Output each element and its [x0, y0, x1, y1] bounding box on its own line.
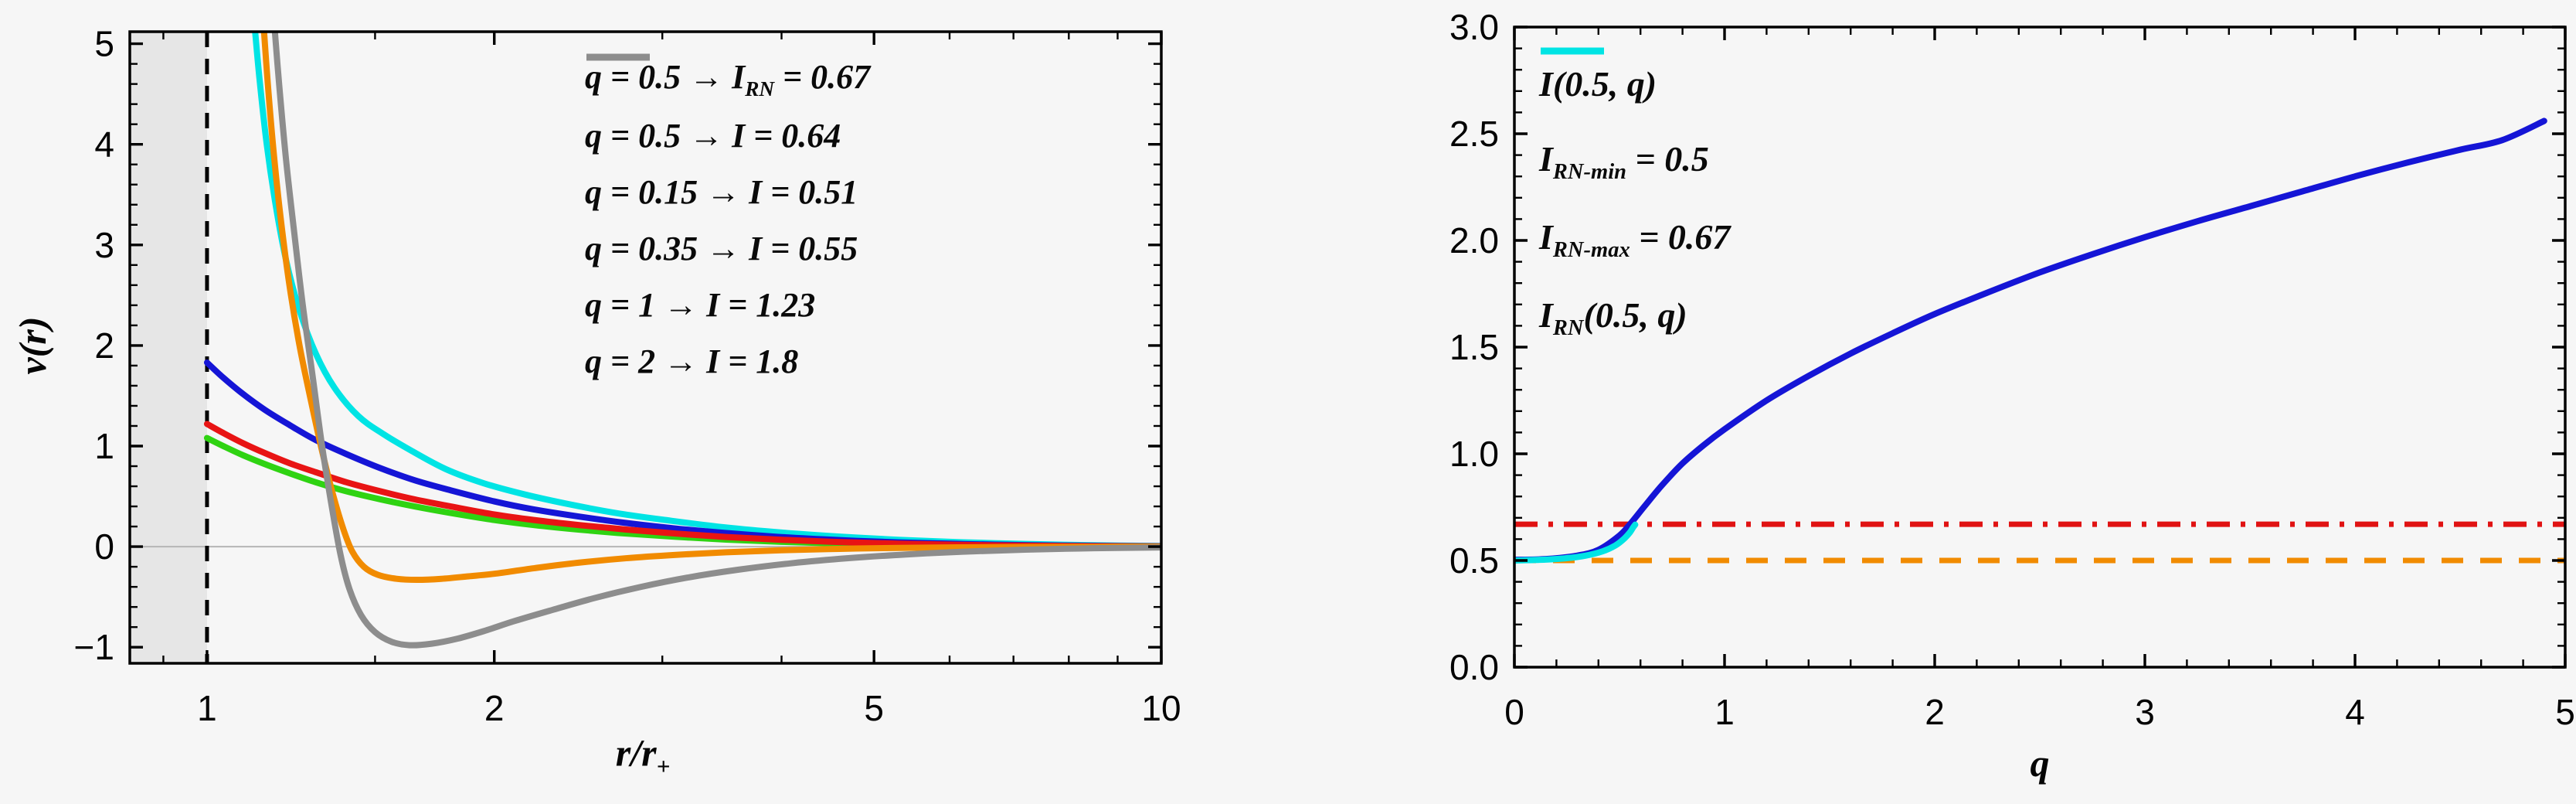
legend-item-q05: q = 0.5 → I = 0.64	[585, 53, 870, 164]
x-tick-label: 1	[1715, 692, 1735, 732]
curve-I-rn	[1514, 521, 1639, 564]
left-legend: q = 0.5 → IRN = 0.67 q = 0.5 → I = 0.64 q …	[585, 51, 870, 390]
legend-item-q2: q = 2 → I = 1.8	[585, 53, 870, 390]
y-tick-label: 1.0	[1449, 434, 1499, 474]
y-tick-label: −1	[74, 627, 114, 667]
x-tick-label: 5	[2555, 692, 2575, 732]
right-x-axis-label-text: q	[2030, 741, 2050, 785]
left-x-axis-label-subscript: +	[656, 752, 671, 780]
x-tick-label: 2	[1925, 692, 1945, 732]
shaded-region-inside-horizon	[130, 32, 207, 663]
y-tick-label: 3	[94, 225, 114, 265]
y-tick-label: 4	[94, 124, 114, 165]
y-tick-label: 1.5	[1449, 327, 1499, 367]
x-tick-label: 4	[2345, 692, 2365, 732]
left-plot-frame	[128, 30, 1163, 665]
curve-q2	[271, 32, 1161, 649]
x-tick-label: 1	[197, 688, 217, 728]
y-tick-label: 2	[94, 325, 114, 366]
legend-label-rn-max: IRN-max = 0.67	[1539, 217, 1731, 263]
left-x-axis-label: r/r+	[616, 731, 670, 781]
y-tick-label: 0.5	[1449, 540, 1499, 581]
y-tick-label: 0.0	[1449, 647, 1499, 687]
legend-item-rn-max: IRN-max = 0.67	[1539, 47, 1731, 279]
y-tick-label: 3.0	[1449, 7, 1499, 47]
legend-label-q1: q = 1 → I = 1.23	[585, 286, 816, 324]
legend-item-q035: q = 0.35 → I = 0.55	[585, 53, 870, 277]
left-y-axis-label-text: v(r)	[11, 316, 54, 375]
legend-item-I-rn: IRN(0.5, q)	[1539, 47, 1730, 357]
right-tick-labels: 0 1 2 3 4 5 0.0 0.5 1.0 1.5 2.0 2.5 3.0	[1449, 7, 2575, 732]
legend-item-I: I(0.5, q)	[1539, 45, 1730, 123]
y-tick-label: 5	[94, 24, 114, 64]
legend-swatch-I-rn	[1541, 47, 1604, 55]
x-tick-label: 2	[484, 688, 505, 728]
right-x-axis-label: q	[2031, 741, 2050, 785]
legend-item-rn-min: IRN-min = 0.5	[1539, 47, 1730, 201]
curve-I	[1514, 118, 2547, 564]
right-legend: I(0.5, q) IRN-min = 0.5 IRN-max = 0.67 IRN(…	[1539, 45, 1730, 357]
right-ticks	[1513, 26, 2567, 669]
y-tick-label: 2.0	[1449, 220, 1499, 261]
curve-q1	[260, 32, 1161, 584]
right-plot: 0 1 2 3 4 5 0.0 0.5 1.0 1.5 2.0 2.5 3.0	[1449, 7, 2575, 732]
legend-label-I: I(0.5, q)	[1539, 64, 1657, 104]
left-plot: 1 2 5 10 −1 0 1 2 3 4 5	[74, 24, 1181, 728]
x-tick-label: 10	[1141, 688, 1181, 728]
legend-swatch-q2	[586, 53, 650, 61]
left-tick-labels: 1 2 5 10 −1 0 1 2 3 4 5	[74, 24, 1181, 728]
legend-label-rn-min: IRN-min = 0.5	[1539, 139, 1709, 185]
x-tick-label: 0	[1504, 692, 1524, 732]
legend-label-I-rn: IRN(0.5, q)	[1539, 295, 1687, 341]
legend-item-rn-q05: q = 0.5 → IRN = 0.67	[585, 51, 870, 107]
legend-item-q015: q = 0.15 → I = 0.51	[585, 53, 870, 220]
x-tick-label: 5	[864, 688, 884, 728]
right-curves	[1514, 118, 2565, 564]
legend-label-q015: q = 0.15 → I = 0.51	[585, 173, 858, 211]
x-tick-label: 3	[2135, 692, 2155, 732]
legend-item-q1: q = 1 → I = 1.23	[585, 53, 870, 333]
y-tick-label: 1	[94, 426, 114, 466]
curve-q05	[203, 359, 1161, 550]
left-y-axis-label: v(r)	[10, 317, 55, 375]
legend-label-q2: q = 2 → I = 1.8	[585, 342, 799, 380]
left-x-axis-label-text: r/r	[615, 731, 657, 775]
left-ticks	[130, 32, 1163, 663]
legend-label-q035: q = 0.35 → I = 0.55	[585, 230, 858, 267]
y-tick-label: 2.5	[1449, 114, 1499, 154]
legend-label-q05: q = 0.5 → I = 0.64	[585, 117, 841, 155]
left-curves	[203, 32, 1161, 649]
legend-label-rn-q05: q = 0.5 → IRN = 0.67	[585, 58, 871, 100]
y-tick-label: 0	[94, 526, 114, 567]
